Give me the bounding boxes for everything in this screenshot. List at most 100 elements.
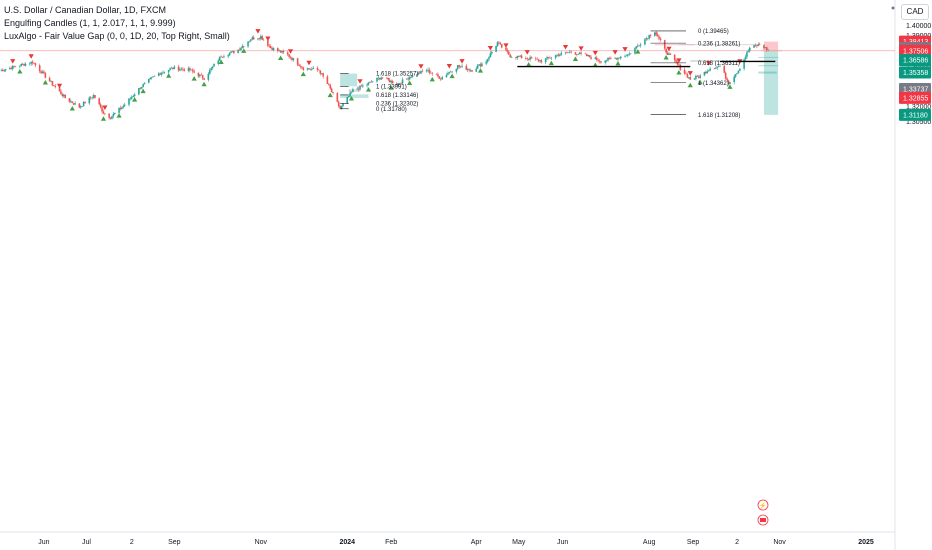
bullish-engulfing-marker <box>429 76 435 82</box>
candle-body <box>723 65 726 73</box>
fvg-box <box>690 59 721 62</box>
candle-body <box>94 95 96 99</box>
bullish-engulfing-marker <box>365 87 372 92</box>
candle-body <box>118 107 120 113</box>
candle-body <box>159 73 161 75</box>
candle-body <box>466 69 469 70</box>
bullish-engulfing-marker <box>116 113 122 118</box>
bearish-engulfing-marker <box>524 50 530 55</box>
lightning-event-icon <box>757 499 769 511</box>
legend-indicator-fvg[interactable]: LuxAlgo - Fair Value Gap (0, 0, 1D, 20, … <box>4 31 230 41</box>
candle-body <box>102 111 105 114</box>
bullish-engulfing-marker <box>388 85 394 90</box>
fib-left-label: 0.236 (1.32302) <box>376 102 418 108</box>
candle-body <box>330 88 333 93</box>
fvg-box <box>678 44 759 46</box>
candle-body <box>546 57 548 59</box>
candle-body <box>570 51 572 53</box>
candle-body <box>418 72 421 74</box>
candle-body <box>40 71 42 74</box>
bullish-engulfing-marker <box>572 56 579 62</box>
currency-button[interactable]: CAD <box>901 4 929 20</box>
candle-body <box>41 71 44 74</box>
candle-body <box>729 82 731 85</box>
candle-body <box>559 54 561 56</box>
candle-body <box>410 77 412 78</box>
candle-body <box>72 103 75 105</box>
legend-symbol[interactable]: U.S. Dollar / Canadian Dollar, 1D, FXCM <box>4 5 167 15</box>
candle-body <box>459 66 462 68</box>
candle-body <box>478 64 480 66</box>
candle-body <box>167 70 170 73</box>
candle-body <box>688 77 690 78</box>
candle-body <box>242 46 245 47</box>
candle-body <box>61 94 64 97</box>
candle-body <box>14 66 17 68</box>
candle-body <box>695 75 697 79</box>
candle-body <box>707 70 710 72</box>
candle-body <box>576 54 578 56</box>
candle-body <box>557 54 560 56</box>
candle-body <box>669 53 672 55</box>
candle-body <box>380 77 383 80</box>
candle-body <box>34 63 37 66</box>
candle-body <box>415 74 418 76</box>
bullish-engulfing-marker <box>69 106 75 111</box>
candle-body <box>598 60 601 62</box>
x-tick-label: Jun <box>38 539 49 546</box>
candle-body <box>659 38 662 41</box>
candle-body <box>189 68 191 71</box>
candle-body <box>138 87 140 95</box>
candle-body <box>269 46 272 49</box>
candle-body <box>438 76 441 79</box>
candle-body <box>554 55 557 58</box>
candle-body <box>547 57 550 58</box>
take-profit-zone <box>763 50 779 115</box>
candle-body <box>238 49 241 51</box>
fib-right-label: 0 (1.39465) <box>698 29 729 35</box>
candle-body <box>739 68 741 71</box>
candle-body <box>114 112 116 115</box>
candle-body <box>509 54 512 58</box>
candle-body <box>407 78 409 80</box>
bearish-engulfing-marker <box>459 59 465 64</box>
candle-body <box>481 63 483 67</box>
candle-body <box>228 52 231 56</box>
bearish-engulfing-marker <box>446 64 452 69</box>
candle-body <box>610 58 612 59</box>
candle-body <box>99 104 102 108</box>
x-tick-label: Feb <box>385 539 397 546</box>
candle-body <box>495 45 497 52</box>
candle-body <box>655 32 658 35</box>
bearish-engulfing-marker <box>56 83 63 89</box>
candle-body <box>271 48 273 51</box>
candle-body <box>537 59 540 62</box>
bullish-engulfing-marker <box>278 55 284 60</box>
x-tick-label: Nov <box>255 539 268 546</box>
candle-body <box>28 63 31 65</box>
candle-body <box>230 51 232 53</box>
candle-body <box>648 35 650 39</box>
candle-body <box>299 65 302 67</box>
candle-body <box>550 57 553 59</box>
candle-body <box>381 77 384 79</box>
legend-indicator-engulfing[interactable]: Engulfing Candles (1, 1, 2.017, 1, 1, 9.… <box>4 18 176 28</box>
candle-body <box>318 69 320 71</box>
candle-body <box>257 38 259 40</box>
bullish-engulfing-marker <box>241 48 247 53</box>
candle-body <box>350 91 353 93</box>
candle-body <box>328 83 330 85</box>
candle-body <box>638 45 641 47</box>
candle-body <box>605 60 608 61</box>
candle-body <box>645 38 648 40</box>
bullish-engulfing-marker <box>166 73 172 78</box>
candle-body <box>540 60 543 63</box>
candle-body <box>534 58 537 60</box>
candle-body <box>733 76 735 83</box>
candle-body <box>50 81 52 82</box>
candle-body <box>289 56 292 58</box>
candle-body <box>162 72 164 74</box>
x-tick-label: Sep <box>687 539 700 546</box>
candle-body <box>625 55 628 57</box>
